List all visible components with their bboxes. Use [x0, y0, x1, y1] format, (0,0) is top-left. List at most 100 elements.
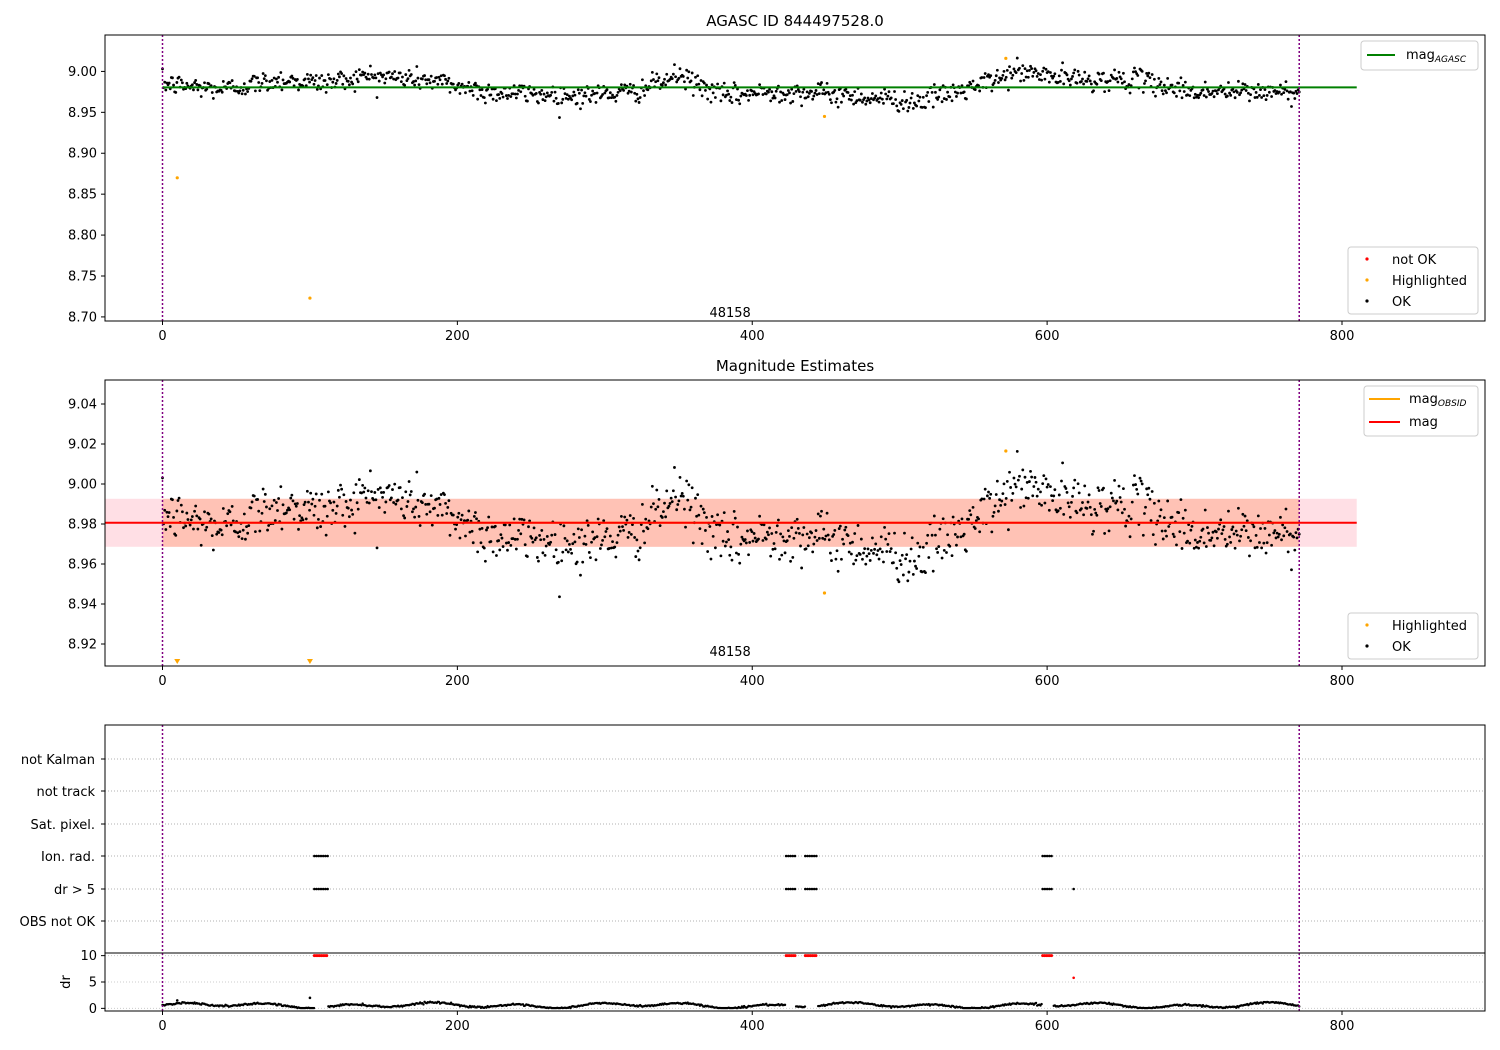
ok-point — [1194, 545, 1198, 549]
ok-point — [1098, 502, 1102, 505]
ok-point — [674, 495, 677, 499]
ok-point — [916, 94, 920, 98]
ok-point — [1008, 65, 1011, 68]
ok-point — [1046, 483, 1050, 486]
ok-point — [747, 553, 750, 557]
ok-point — [334, 82, 338, 85]
ok-point — [603, 91, 607, 95]
ok-point — [1202, 541, 1206, 545]
ok-point — [241, 88, 245, 92]
ok-point — [713, 96, 717, 99]
ok-point — [614, 99, 618, 103]
ok-point — [1008, 470, 1011, 474]
ok-point — [1086, 77, 1090, 81]
ok-point — [482, 96, 486, 100]
ok-point — [716, 82, 719, 86]
ok-point — [798, 90, 801, 94]
ok-point — [205, 87, 209, 91]
ok-point — [372, 76, 376, 80]
ok-point — [326, 73, 330, 77]
ok-point — [1254, 91, 1258, 94]
ok-point — [438, 503, 442, 506]
ok-point — [934, 90, 937, 94]
ok-point — [558, 595, 561, 599]
ok-point — [1248, 99, 1251, 103]
ok-point — [727, 92, 731, 96]
ok-point — [256, 76, 259, 80]
ok-point — [1188, 94, 1192, 98]
ok-point — [725, 93, 728, 97]
ok-point — [698, 527, 702, 531]
ok-point — [600, 543, 603, 547]
ok-point — [764, 537, 768, 541]
ok-point — [908, 101, 912, 105]
ok-point — [660, 516, 664, 519]
ok-point — [475, 84, 478, 88]
ok-point — [272, 498, 276, 502]
ok-point — [1182, 531, 1186, 535]
ok-point — [1035, 74, 1039, 78]
ok-point — [792, 536, 796, 540]
ok-point — [685, 68, 689, 72]
ok-point — [889, 96, 893, 100]
ok-point — [696, 74, 700, 78]
ok-point — [840, 557, 843, 561]
ok-point — [937, 95, 941, 99]
ok-point — [584, 94, 588, 98]
ok-point — [476, 97, 480, 101]
ok-point — [622, 528, 626, 532]
ok-point — [325, 83, 329, 86]
ok-point — [1023, 475, 1027, 479]
ok-point — [909, 547, 913, 551]
flag-point — [324, 887, 327, 891]
ok-point — [357, 68, 361, 72]
ok-point — [1293, 548, 1297, 552]
flag-point — [1041, 887, 1044, 891]
ok-point — [210, 91, 214, 94]
ok-point — [1246, 536, 1250, 539]
ok-point — [827, 538, 831, 542]
ok-point — [854, 558, 858, 562]
ok-point — [531, 540, 535, 544]
ok-point — [1040, 503, 1043, 507]
ok-point — [175, 81, 179, 84]
ok-point — [1204, 95, 1208, 99]
ok-point — [288, 80, 292, 84]
ok-point — [1192, 546, 1196, 550]
ok-point — [192, 88, 195, 92]
ok-point — [486, 87, 489, 91]
ok-point — [234, 530, 237, 534]
x-tick-label: 600 — [1035, 329, 1060, 344]
ok-point — [1087, 493, 1091, 497]
ok-point — [941, 517, 945, 521]
ok-point — [340, 72, 344, 75]
ok-point — [1196, 541, 1199, 544]
ok-point — [549, 540, 553, 544]
ok-point — [1057, 74, 1061, 78]
ok-point — [1051, 499, 1055, 503]
ok-point — [376, 488, 380, 491]
ok-point — [880, 550, 884, 554]
ok-point — [437, 75, 441, 79]
ok-point — [663, 77, 666, 81]
flag-label: Sat. pixel. — [31, 818, 95, 833]
ok-point — [945, 551, 948, 554]
ok-point — [163, 508, 167, 512]
ok-point — [292, 517, 296, 521]
legend-label: not OK — [1392, 253, 1437, 268]
ok-point — [370, 490, 373, 494]
ok-point — [858, 552, 862, 556]
ok-point — [822, 527, 826, 531]
ok-point — [544, 544, 548, 548]
ok-point — [946, 533, 949, 537]
x-tick-label: 200 — [445, 329, 470, 344]
ok-point — [425, 512, 429, 516]
ok-point — [1022, 504, 1026, 508]
ok-point — [1255, 545, 1259, 549]
ok-point — [773, 96, 777, 100]
ok-point — [262, 77, 266, 80]
ok-point — [893, 90, 896, 93]
ok-point — [562, 524, 566, 528]
legend-label: Highlighted — [1392, 274, 1467, 289]
ok-point — [1143, 82, 1146, 85]
